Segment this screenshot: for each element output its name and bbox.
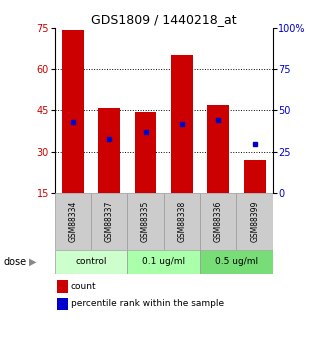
Text: GSM88334: GSM88334 [68,201,77,242]
Text: control: control [75,257,107,266]
Bar [164,193,200,250]
Bar [200,193,237,250]
Text: GSM88338: GSM88338 [178,201,187,242]
Text: GSM88336: GSM88336 [214,201,223,242]
Bar [134,112,156,193]
Text: GSM88399: GSM88399 [250,201,259,242]
Bar [62,30,84,193]
Bar [244,160,265,193]
Bar [171,55,193,193]
Text: GSM88337: GSM88337 [105,201,114,242]
Bar [98,108,120,193]
Text: 0.5 ug/ml: 0.5 ug/ml [215,257,258,266]
Bar [200,250,273,274]
Text: GSM88335: GSM88335 [141,201,150,242]
Text: dose: dose [3,257,26,267]
Bar [57,280,68,293]
Text: percentile rank within the sample: percentile rank within the sample [71,299,224,308]
Bar [127,193,164,250]
Bar [91,193,127,250]
Bar [55,193,91,250]
Text: ▶: ▶ [29,257,36,267]
Text: 0.1 ug/ml: 0.1 ug/ml [142,257,185,266]
Bar [237,193,273,250]
Text: count: count [71,282,97,291]
Title: GDS1809 / 1440218_at: GDS1809 / 1440218_at [91,13,237,27]
Bar [127,250,200,274]
Bar [55,250,127,274]
Bar [57,298,68,310]
Bar [207,105,229,193]
